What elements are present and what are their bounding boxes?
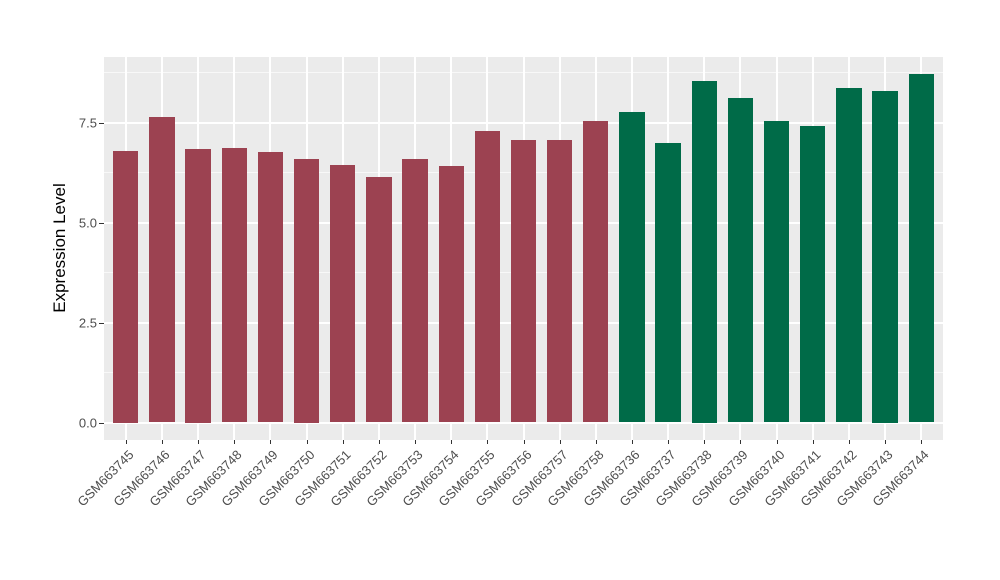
y-tick-label: 0.0 xyxy=(78,415,97,430)
x-tick-mark xyxy=(487,440,489,444)
bar-GSM663745 xyxy=(113,150,139,423)
bar-GSM663742 xyxy=(836,88,862,423)
x-tick-mark xyxy=(740,440,742,444)
bar-GSM663738 xyxy=(691,80,717,423)
bar-GSM663747 xyxy=(185,148,211,423)
bar-GSM663737 xyxy=(655,143,681,423)
bar-GSM663741 xyxy=(800,126,826,423)
x-tick-mark xyxy=(812,440,814,444)
bar-GSM663755 xyxy=(474,130,500,423)
y-tick-mark xyxy=(99,222,104,224)
x-tick-mark xyxy=(595,440,597,444)
bar-GSM663752 xyxy=(366,176,392,423)
bar-GSM663736 xyxy=(619,111,645,423)
x-tick-mark xyxy=(198,440,200,444)
bar-GSM663754 xyxy=(438,166,464,423)
bar-GSM663750 xyxy=(293,158,320,423)
bar-GSM663746 xyxy=(149,116,175,423)
bar-GSM663748 xyxy=(221,147,247,423)
bar-GSM663740 xyxy=(763,120,790,423)
x-tick-mark xyxy=(668,440,670,444)
x-tick-mark xyxy=(378,440,380,444)
y-tick-mark xyxy=(99,422,104,424)
x-tick-mark xyxy=(776,440,778,444)
x-tick-mark xyxy=(451,440,453,444)
x-tick-mark xyxy=(342,440,344,444)
x-tick-mark xyxy=(125,440,127,444)
x-tick-mark xyxy=(921,440,923,444)
bar-GSM663753 xyxy=(402,158,428,423)
bar-GSM663743 xyxy=(872,90,898,423)
y-tick-label: 7.5 xyxy=(78,115,97,130)
bar-GSM663757 xyxy=(547,139,573,423)
y-tick-mark xyxy=(99,322,104,324)
x-tick-mark xyxy=(631,440,633,444)
y-tick-mark xyxy=(99,122,104,124)
bar-GSM663739 xyxy=(727,97,754,423)
x-tick-mark xyxy=(270,440,272,444)
plot-panel xyxy=(104,57,943,440)
y-tick-label: 2.5 xyxy=(78,315,97,330)
x-tick-mark xyxy=(848,440,850,444)
x-tick-mark xyxy=(306,440,308,444)
x-tick-mark xyxy=(704,440,706,444)
bar-GSM663756 xyxy=(510,139,537,423)
x-tick-mark xyxy=(161,440,163,444)
bar-GSM663758 xyxy=(583,120,609,423)
x-tick-mark xyxy=(559,440,561,444)
bar-GSM663751 xyxy=(330,165,356,423)
y-axis-title: Expression Level xyxy=(50,183,69,313)
bar-GSM663749 xyxy=(257,151,283,423)
y-tick-label: 5.0 xyxy=(78,215,97,230)
bar-GSM663744 xyxy=(908,73,934,423)
x-tick-mark xyxy=(415,440,416,444)
x-tick-mark xyxy=(885,440,887,444)
x-tick-mark xyxy=(234,440,236,444)
x-tick-mark xyxy=(523,440,525,444)
